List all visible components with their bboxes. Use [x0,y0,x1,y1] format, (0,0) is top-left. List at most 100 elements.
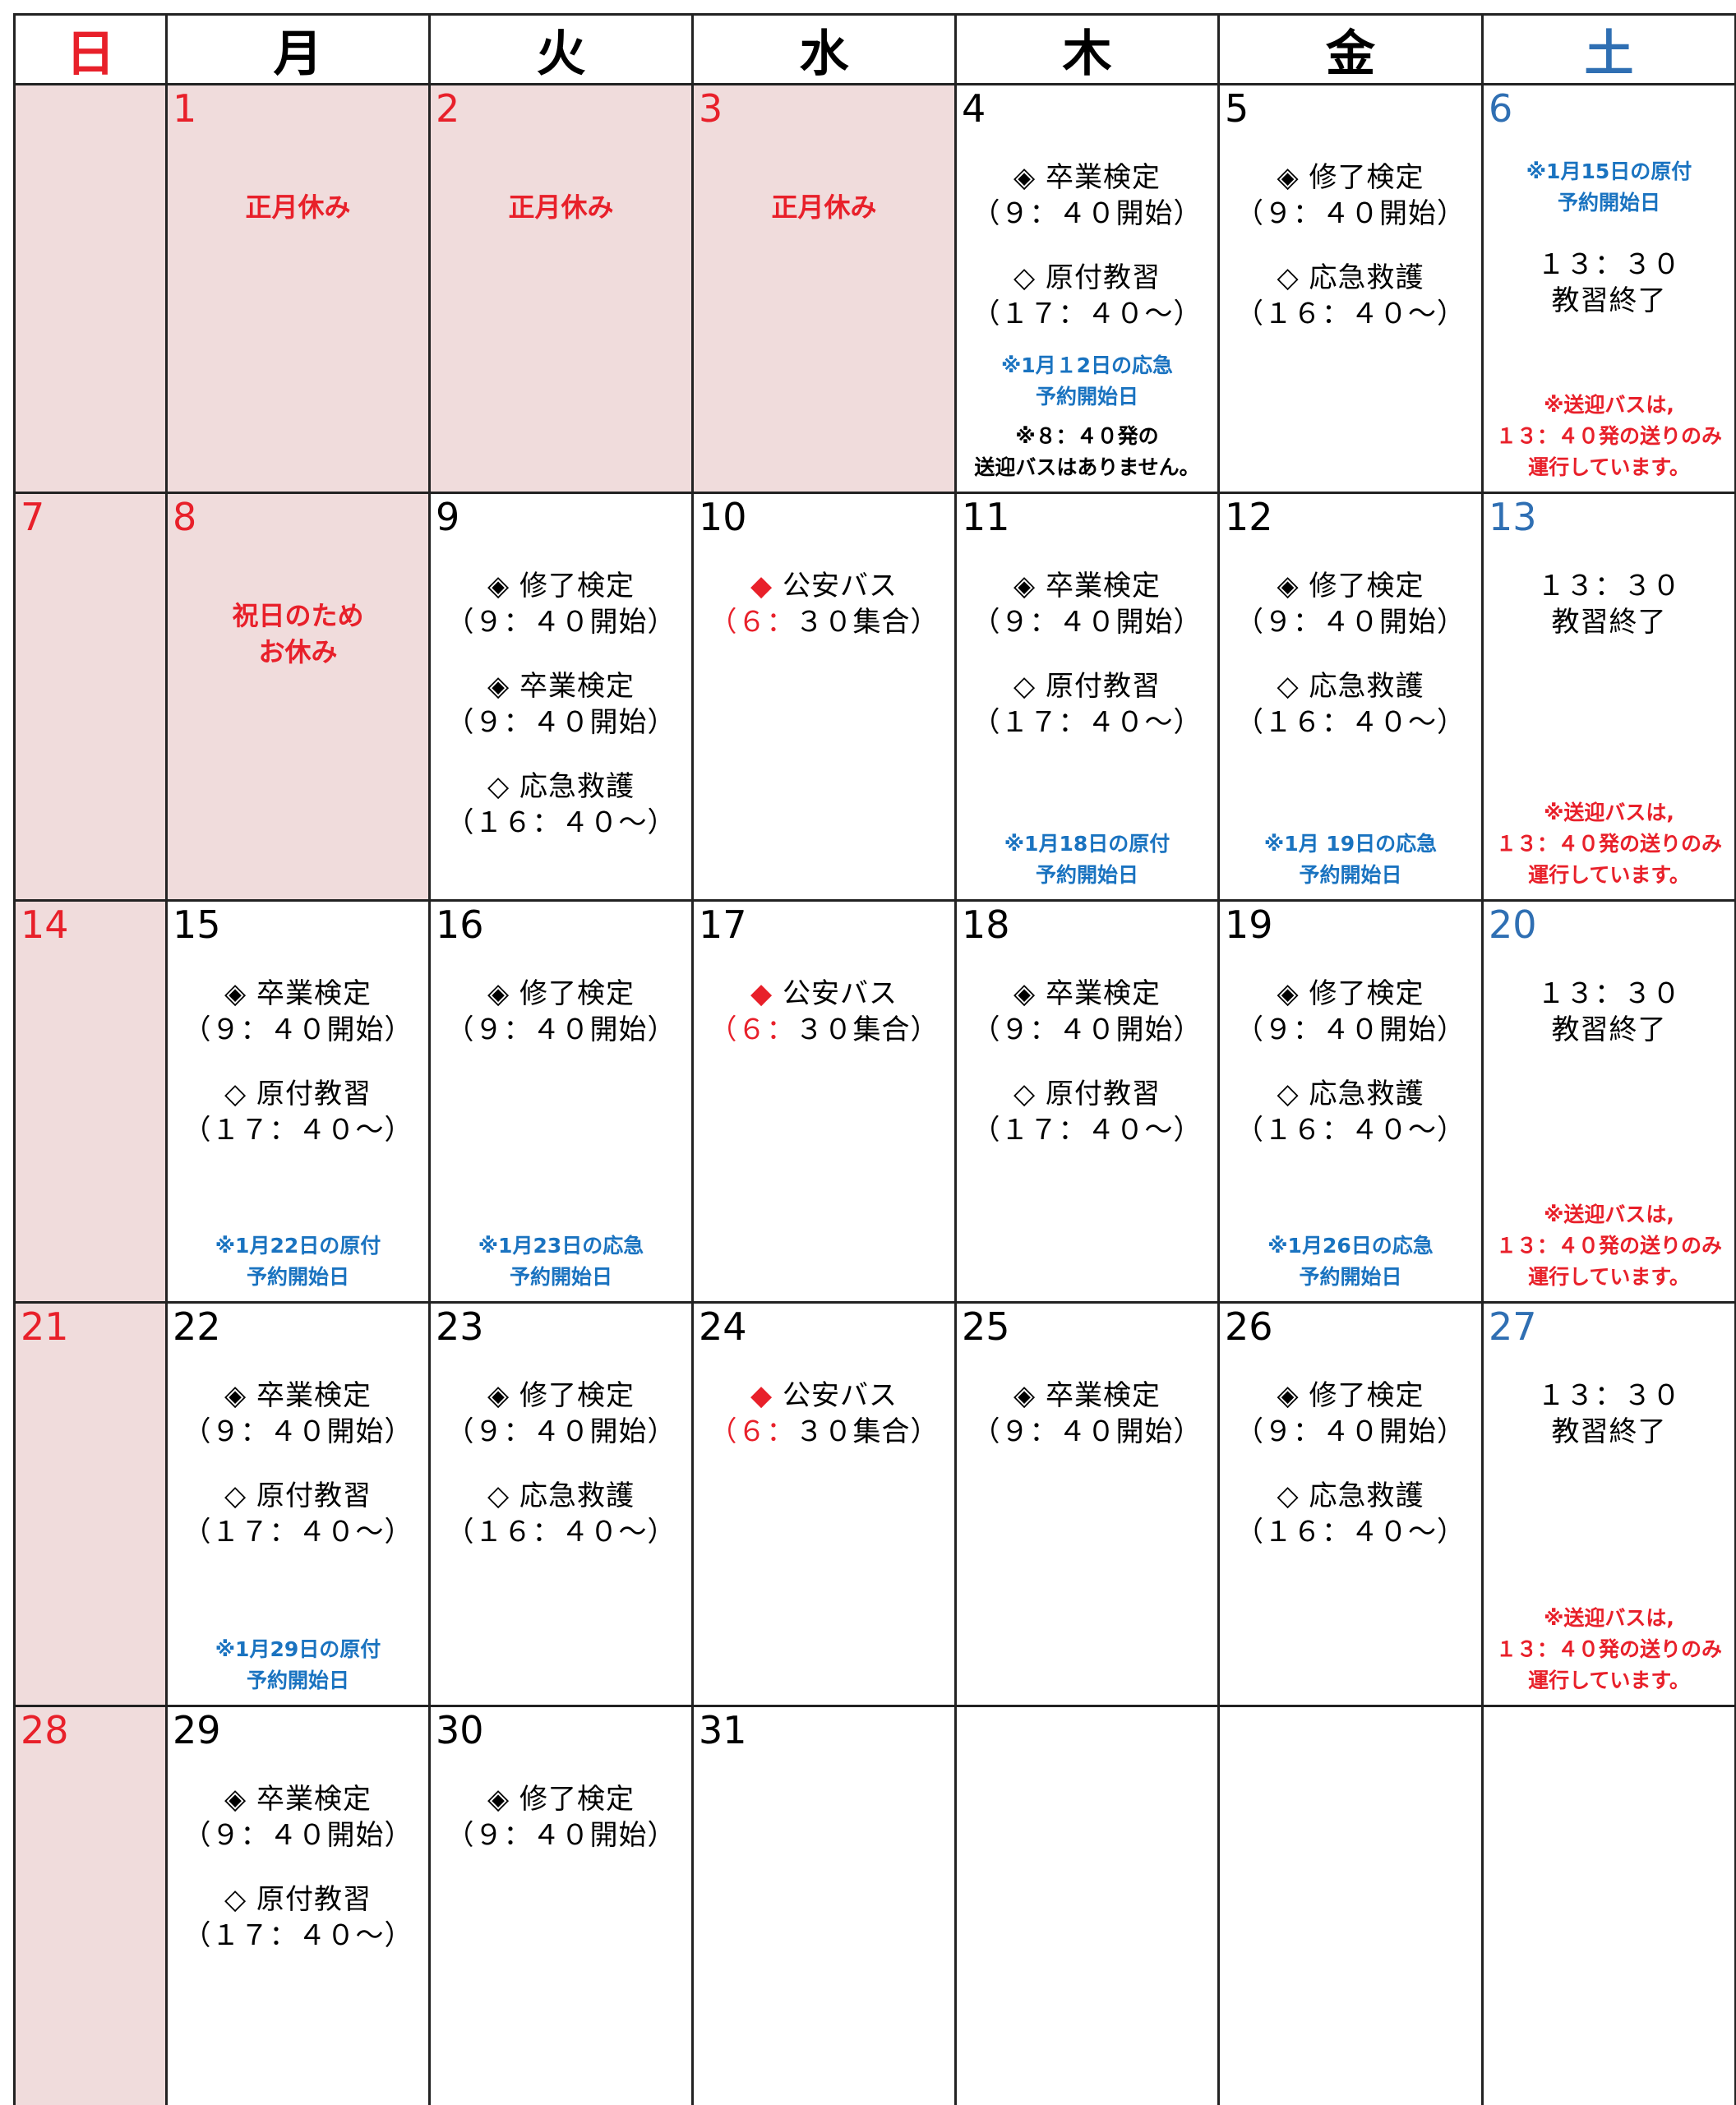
day-cell: 19 ◈ 修了検定 （９：４０開始） ◇ 応急救護 （１６：４０～） ※1月26日の応急予… [1217,899,1481,1301]
day-number: 29 [173,1708,221,1752]
event-block: ◈ 修了検定 （９：４０開始） [431,1781,691,1853]
day-cell: 30 ◈ 修了検定 （９：４０開始） [428,1705,691,2105]
text-line: １３：３０ [1537,570,1681,602]
day-cell: 16 ◈ 修了検定 （９：４０開始） ※1月23日の応急 予約開始日 [428,899,691,1301]
event-block: １３：３０ 教習終了 [1484,568,1734,640]
text-line: ◈ 卒業検定 [1013,570,1161,602]
text-line: ◈ 修了検定 [487,570,635,602]
text-line: （１７：４０～） [972,1114,1203,1147]
text-line: （６：３０集合） [709,1013,940,1046]
day-cell: 23 ◈ 修了検定 （９：４０開始） ◇ 応急救護 （１６：４０～） [428,1301,691,1705]
day-number: 10 [699,495,747,539]
event-block: ◇ 原付教習 （１７：４０～） [957,260,1217,332]
day-cell: 12 ◈ 修了検定 （９：４０開始） ◇ 応急救護 （１６：４０～） ※1月 19日の応急… [1217,492,1481,899]
note-block: ※送迎バスは, １３：４０発の送りのみ 運行しています。 [1484,390,1734,492]
event-block: ◆ 公安バス （６：３０集合） [694,976,954,1048]
text-line: 教習終了 [1551,284,1667,317]
text-line: ◆ 公安バス [750,1379,898,1412]
day-cell [13,83,165,492]
event-block: ◈ 修了検定 （９：４０開始） [1220,568,1481,640]
calendar: 日月火水木金土 1 正月休み 2 正月休み 3 正月休み 4 ◈ 卒業検定 （９：４０開始） ◇ 原… [13,13,1736,2105]
event-block: ◈ 修了検定 （９：４０開始） [431,976,691,1048]
text-line: ※送迎バスは, [1544,1203,1674,1226]
day-number: 3 [699,86,723,131]
text-line: （９：４０開始） [446,1013,676,1046]
text-line: ※1月23日の応急 [478,1234,644,1258]
text-line: ※1月22日の原付 [215,1234,381,1258]
day-cell: 29 ◈ 卒業検定 （９：４０開始） ◇ 原付教習 （１７：４０～） [165,1705,428,2105]
text-line: ※1月26日の応急 [1267,1234,1434,1258]
weekday-header: 土 [1481,13,1734,83]
text-line: ◇ 原付教習 [224,1480,372,1512]
event-block: ◇ 原付教習 （１７：４０～） [168,1076,428,1148]
weekday-header: 木 [954,13,1217,83]
event-block: ◈ 卒業検定 （９：４０開始） [957,1378,1217,1450]
text-line: 正月休み [508,192,614,223]
text-line: 正月休み [245,192,351,223]
text-line: ※1月15日の原付 [1526,159,1692,183]
text-line: （９：４０開始） [182,1415,413,1448]
text-line: 運行しています。 [1528,1265,1690,1289]
weekday-header: 月 [165,13,428,83]
day-number: 12 [1225,495,1273,539]
event-block: ◈ 卒業検定 （９：４０開始） [168,1378,428,1450]
text-line: ◈ 卒業検定 [1013,977,1161,1010]
event-block: ◆ 公安バス （６：３０集合） [694,1378,954,1450]
day-cell: 8 祝日のため お休み [165,492,428,899]
day-cell: 3 正月休み [691,83,954,492]
day-number: 13 [1489,495,1537,539]
text-line: （１６：４０～） [1235,1114,1466,1147]
text-line: 予約開始日 [1299,863,1402,887]
event-block: ◇ 原付教習 （１７：４０～） [957,668,1217,741]
event-block: ◈ 修了検定 （９：４０開始） [431,1378,691,1450]
text-line: 教習終了 [1551,1415,1667,1448]
text-line: （９：４０開始） [446,706,676,739]
note-block: ※８：４０発の 送迎バスはありません。 [957,421,1217,492]
day-number: 21 [21,1304,69,1349]
day-number: 17 [699,902,747,947]
text-line: ◈ 修了検定 [1277,1379,1424,1412]
day-cell: 11 ◈ 卒業検定 （９：４０開始） ◇ 原付教習 （１７：４０～） ※1月18日の原付予… [954,492,1217,899]
event-block: ◇ 応急救護 （１６：４０～） [431,1478,691,1550]
text-line: ※1月 19日の応急 [1263,832,1438,856]
text-line: （１６：４０～） [1235,298,1466,330]
text-line: ◈ 修了検定 [1277,570,1424,602]
note-block: ※1月26日の応急 予約開始日 [1220,1230,1481,1301]
text-line: 送迎バスはありません。 [974,455,1200,479]
weekday-header: 金 [1217,13,1481,83]
day-cell: 7 [13,492,165,899]
text-line: 予約開始日 [246,1669,349,1692]
day-cell: 27 １３：３０ 教習終了 ※送迎バスは, １３：４０発の送りのみ 運行しています。 [1481,1301,1734,1705]
day-cell: 25 ◈ 卒業検定 （９：４０開始） [954,1301,1217,1705]
event-block: ◇ 原付教習 （１７：４０～） [957,1076,1217,1148]
event-block: ◈ 卒業検定 （９：４０開始） [168,1781,428,1853]
day-number: 16 [436,902,484,947]
day-cell: 5 ◈ 修了検定 （９：４０開始） ◇ 応急救護 （１６：４０～） [1217,83,1481,492]
note-block: ※1月18日の原付 予約開始日 [957,829,1217,899]
text-line: ◈ 卒業検定 [487,670,635,703]
holiday-block: 正月休み [431,189,691,225]
text-line: ◈ 修了検定 [487,1783,635,1816]
text-line: ※送迎バスは, [1544,801,1674,824]
day-number: 9 [436,495,460,539]
event-block: ◇ 原付教習 （１７：４０～） [168,1478,428,1550]
text-line: 予約開始日 [1299,1265,1402,1289]
text-line: （１６：４０～） [446,1516,676,1549]
text-line: （９：４０開始） [446,606,676,639]
text-line: １３：３０ [1537,977,1681,1010]
text-line: （９：４０開始） [182,1819,413,1852]
text-line: お休み [258,636,338,667]
text-line: ◇ 原付教習 [1013,670,1161,703]
text-line: ◈ 卒業検定 [1013,1379,1161,1412]
text-line: ◈ 卒業検定 [1013,161,1161,194]
day-number: 2 [436,86,460,131]
event-block: １３：３０ 教習終了 [1484,247,1734,319]
text-line: ◇ 応急救護 [487,1480,635,1512]
day-number: 26 [1225,1304,1273,1349]
text-line: ◇ 原付教習 [1013,1078,1161,1110]
text-line: ◈ 修了検定 [487,977,635,1010]
text-line: （９：４０開始） [972,606,1203,639]
day-cell: 18 ◈ 卒業検定 （９：４０開始） ◇ 原付教習 （１７：４０～） [954,899,1217,1301]
text-line: ◇ 応急救護 [1277,1480,1424,1512]
text-line: ◈ 修了検定 [1277,977,1424,1010]
